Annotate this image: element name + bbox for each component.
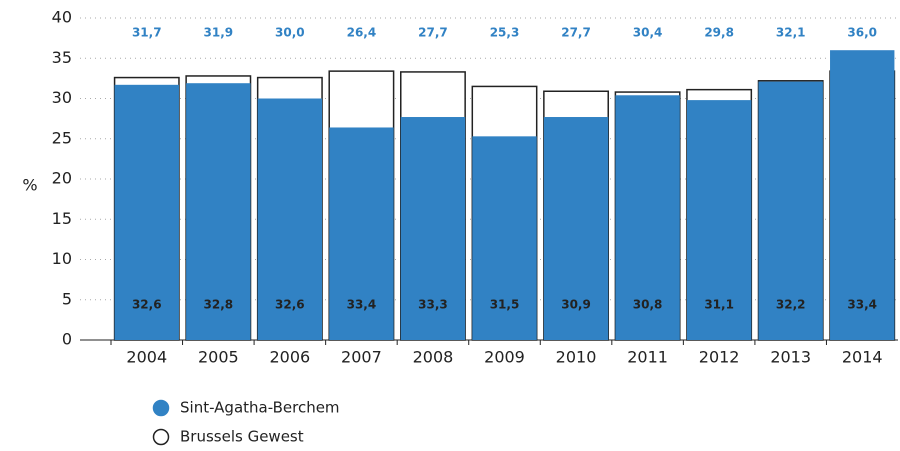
bar — [186, 83, 251, 340]
value-label: 33,3 — [418, 298, 448, 312]
y-tick-label: 40 — [52, 8, 72, 27]
bar — [686, 100, 752, 340]
bar — [472, 136, 537, 340]
legend-label: Sint-Agatha-Berchem — [180, 399, 340, 417]
y-tick-label: 30 — [52, 88, 72, 107]
y-tick-label: 25 — [52, 128, 72, 147]
value-label: 33,4 — [847, 298, 877, 312]
value-label: 31,1 — [704, 298, 734, 312]
value-label: 31,7 — [132, 26, 162, 40]
x-tick-label: 2011 — [627, 348, 668, 367]
x-tick-label: 2006 — [270, 348, 311, 367]
value-label: 32,8 — [204, 298, 234, 312]
legend-label: Brussels Gewest — [180, 428, 304, 446]
x-tick-label: 2010 — [556, 348, 597, 367]
value-label: 36,0 — [847, 26, 877, 40]
value-label: 30,4 — [633, 26, 663, 40]
bar — [329, 127, 394, 340]
y-tick-label: 10 — [52, 249, 72, 268]
value-label: 27,7 — [561, 26, 591, 40]
value-label: 32,6 — [275, 298, 305, 312]
bar — [257, 98, 323, 340]
y-tick-label: 15 — [52, 209, 72, 228]
bar — [615, 95, 680, 340]
value-label: 32,6 — [132, 298, 162, 312]
x-tick-label: 2012 — [699, 348, 740, 367]
bar — [758, 81, 823, 340]
value-label: 30,9 — [561, 298, 591, 312]
value-label: 30,8 — [633, 298, 663, 312]
x-tick-label: 2013 — [770, 348, 811, 367]
bar — [114, 84, 179, 340]
value-label: 27,7 — [418, 26, 448, 40]
bar — [543, 117, 609, 340]
value-label: 26,4 — [347, 26, 377, 40]
x-tick-label: 2007 — [341, 348, 382, 367]
value-label: 30,0 — [275, 26, 305, 40]
value-label: 32,1 — [776, 26, 806, 40]
y-axis-label: % — [22, 176, 37, 195]
x-tick-label: 2004 — [126, 348, 167, 367]
value-label: 33,4 — [347, 298, 377, 312]
x-tick-label: 2014 — [842, 348, 883, 367]
x-tick-label: 2005 — [198, 348, 239, 367]
y-tick-label: 0 — [62, 330, 72, 349]
value-label: 29,8 — [704, 26, 734, 40]
y-tick-label: 5 — [62, 289, 72, 308]
x-tick-label: 2008 — [413, 348, 454, 367]
y-tick-label: 20 — [52, 169, 72, 188]
value-label: 25,3 — [490, 26, 520, 40]
legend-swatch — [152, 399, 170, 417]
bar — [830, 50, 895, 340]
bar — [400, 117, 466, 340]
y-tick-label: 35 — [52, 48, 72, 67]
legend-swatch — [152, 428, 170, 446]
value-label: 31,5 — [490, 298, 520, 312]
value-label: 31,9 — [204, 26, 234, 40]
x-tick-label: 2009 — [484, 348, 525, 367]
value-label: 32,2 — [776, 298, 806, 312]
